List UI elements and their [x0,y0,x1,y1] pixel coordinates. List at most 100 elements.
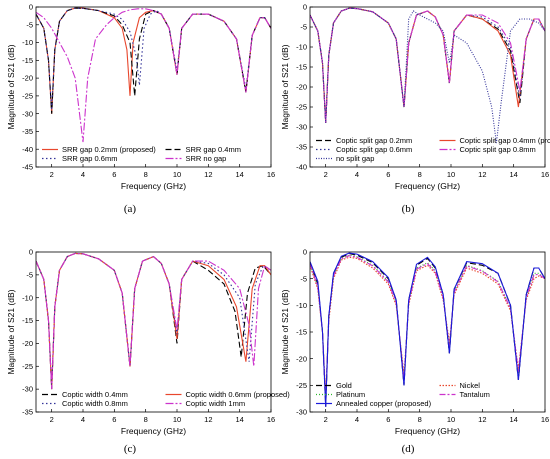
series-line-3 [310,7,545,124]
y-tick-label: -5 [300,23,307,32]
y-tick-label: 0 [303,248,307,257]
y-tick-label: -35 [22,127,33,136]
y-axis-label: Magnitude of S21 (dB) [6,289,16,374]
x-tick-label: 4 [355,170,359,179]
series-line-2 [36,252,271,390]
x-tick-label: 12 [478,170,486,179]
legend-entry: Nickel [460,381,481,390]
y-tick-label: 0 [303,3,307,12]
x-tick-label: 16 [267,415,275,424]
legend-entry: Gold [336,381,352,390]
legend-entry: Annealed copper (proposed) [336,399,432,408]
y-tick-label: -25 [296,103,307,112]
x-tick-label: 4 [81,170,85,179]
x-tick-label: 12 [204,170,212,179]
y-axis-label: Magnitude of S21 (dB) [280,289,290,374]
y-tick-label: -40 [296,163,307,172]
series-line-1 [310,7,545,124]
panel-caption: (d) [402,443,415,455]
y-tick-label: -45 [22,163,33,172]
x-axis-label: Frequency (GHz) [395,426,460,436]
y-axis-label: Magnitude of S21 (dB) [280,44,290,129]
legend-entry: Coptic width 0.6mm (proposed) [186,390,291,399]
plot-frame [35,251,272,413]
x-tick-label: 4 [355,415,359,424]
series-line-1 [36,7,271,114]
x-tick-label: 12 [478,415,486,424]
panel-caption: (b) [402,203,415,215]
series-line-5 [310,7,545,144]
y-tick-label: -30 [22,109,33,118]
y-tick-label: -5 [26,270,33,279]
series-line-3 [36,252,271,390]
y-tick-label: -25 [22,91,33,100]
y-tick-label: 0 [29,248,33,257]
series-line-3 [310,254,545,402]
plot-frame [35,6,272,168]
x-tick-label: 8 [144,170,148,179]
legend-entry: Coptic split gap 0.4mm (proposed) [460,136,550,145]
x-tick-label: 2 [324,170,328,179]
x-tick-label: 10 [447,170,455,179]
legend-entry: no split gap [336,154,374,163]
chart-panel-c: 2 4 6 8 10 12 14 16 -35 -30 -25 -20 -15 -10 -5 0 Frequen… [6,248,290,455]
x-tick-label: 6 [386,415,390,424]
y-tick-label: -30 [296,408,307,417]
legend-entry: Coptic width 1mm [186,399,246,408]
y-tick-label: -15 [22,316,33,325]
x-tick-label: 6 [112,170,116,179]
y-tick-label: -20 [296,354,307,363]
x-tick-label: 16 [541,415,549,424]
panel-caption: (a) [124,203,137,215]
x-tick-label: 12 [204,415,212,424]
x-tick-label: 10 [447,415,455,424]
series-line-4 [310,7,545,124]
y-tick-label: -15 [22,56,33,65]
y-tick-label: -20 [22,74,33,83]
chart-panel-b: 2 4 6 8 10 12 14 16 -40 -35 -30 -25 -20 -15 -10 -5 0 Freq… [280,3,550,215]
y-tick-label: -10 [296,43,307,52]
y-tick-label: -35 [296,143,307,152]
x-tick-label: 8 [418,415,422,424]
legend-entry: SRR no gap [186,154,227,163]
x-tick-label: 8 [418,170,422,179]
x-tick-label: 10 [173,170,181,179]
y-tick-label: -30 [22,385,33,394]
series-line-4 [310,255,545,402]
legend-entry: Tantalum [460,390,490,399]
y-tick-label: -25 [296,381,307,390]
x-axis-label: Frequency (GHz) [395,181,460,191]
legend-entry: SRR gap 0.2mm (proposed) [62,145,156,154]
x-tick-label: 14 [235,415,243,424]
legend-entry: SRR gap 0.6mm [62,154,117,163]
y-tick-label: -20 [296,83,307,92]
legend-entry: Coptic split gap 0.2mm [336,136,412,145]
series-line-2 [310,256,545,397]
chart-panel-a: 2 4 6 8 10 12 14 16 -45 -40 -35 -30 -25 -20 -15 -10 -5 0 F… [6,3,275,215]
x-tick-label: 6 [112,415,116,424]
y-tick-label: -10 [22,293,33,302]
y-tick-label: -15 [296,63,307,72]
x-tick-label: 4 [81,415,85,424]
legend-entry: Platinum [336,390,365,399]
legend-entry: Coptic split gap 0.6mm [336,145,412,154]
x-tick-label: 14 [509,170,517,179]
y-tick-label: -15 [296,328,307,337]
x-tick-label: 2 [324,415,328,424]
series-line-4 [36,8,271,143]
y-tick-label: -5 [300,274,307,283]
x-tick-label: 14 [509,415,517,424]
y-axis-label: Magnitude of S21 (dB) [6,44,16,129]
legend-entry: SRR gap 0.4mm [186,145,241,154]
x-axis-label: Frequency (GHz) [121,181,186,191]
series-line-3 [36,7,271,111]
legend-entry: Coptic width 0.4mm [62,390,128,399]
y-tick-label: -10 [22,38,33,47]
y-tick-label: -5 [26,20,33,29]
y-tick-label: -35 [22,408,33,417]
x-tick-label: 2 [50,415,54,424]
x-tick-label: 16 [267,170,275,179]
y-tick-label: 0 [29,3,33,12]
x-tick-label: 2 [50,170,54,179]
